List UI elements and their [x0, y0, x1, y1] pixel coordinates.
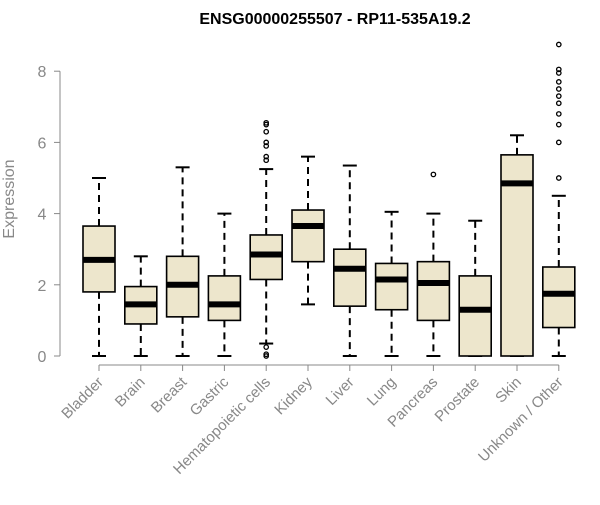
outlier-point [555, 100, 562, 107]
outlier-point [555, 175, 562, 181]
box-skin [500, 134, 534, 357]
outlier-point [263, 128, 270, 135]
box-unknown-other [541, 41, 576, 357]
x-tick-label: Bladder [58, 374, 107, 423]
iqr-box [500, 154, 534, 357]
outlier-point [263, 143, 270, 149]
outlier-point [263, 153, 270, 160]
box-hematopoietic-cells [249, 119, 283, 359]
y-tick-label: 6 [38, 135, 47, 152]
x-tick-label: Kidney [271, 373, 316, 418]
chart-title: ENSG00000255507 - RP11-535A19.2 [199, 11, 470, 28]
y-axis: 0 2 4 6 8 [38, 64, 61, 366]
outlier-point [555, 79, 562, 85]
boxes-group [82, 41, 576, 359]
y-axis-label: Expression [1, 159, 18, 238]
box-gastric [207, 212, 242, 357]
outlier-point [555, 121, 562, 128]
x-tick-label: Prostate [431, 374, 483, 426]
x-tick-label: Liver [323, 374, 358, 409]
outlier-point [263, 157, 270, 164]
box-prostate [458, 219, 493, 357]
outlier-point [555, 41, 562, 48]
outlier-point [555, 70, 562, 76]
outlier-point [263, 351, 270, 358]
iqr-box [374, 262, 409, 311]
box-pancreas [416, 171, 451, 357]
x-tick-label: Skin [492, 374, 525, 407]
outlier-point [263, 119, 270, 126]
x-tick-label: Lung [364, 374, 400, 410]
box-kidney [291, 155, 325, 306]
box-liver [332, 164, 367, 357]
outlier-point [555, 86, 562, 92]
box-bladder [82, 177, 116, 357]
y-tick-label: 8 [38, 64, 47, 81]
y-tick-label: 2 [38, 278, 47, 295]
outlier-point [555, 139, 562, 146]
box-brain [124, 255, 158, 357]
box-lung [374, 210, 409, 357]
box-breast [165, 166, 200, 357]
outlier-point [555, 93, 562, 99]
outlier-point [263, 344, 270, 350]
iqr-box [207, 275, 242, 322]
iqr-box [291, 209, 325, 263]
x-tick-label: Brain [112, 374, 149, 411]
y-tick-label: 0 [38, 349, 47, 366]
outlier-point [555, 66, 562, 73]
x-tick-label: Breast [148, 373, 191, 416]
y-tick-label: 4 [38, 207, 47, 224]
iqr-box [416, 260, 451, 322]
iqr-box [541, 266, 576, 329]
iqr-box [458, 275, 493, 357]
outlier-point [430, 171, 437, 178]
outlier-point [263, 139, 270, 146]
outlier-point [555, 111, 562, 117]
iqr-box [332, 248, 367, 307]
